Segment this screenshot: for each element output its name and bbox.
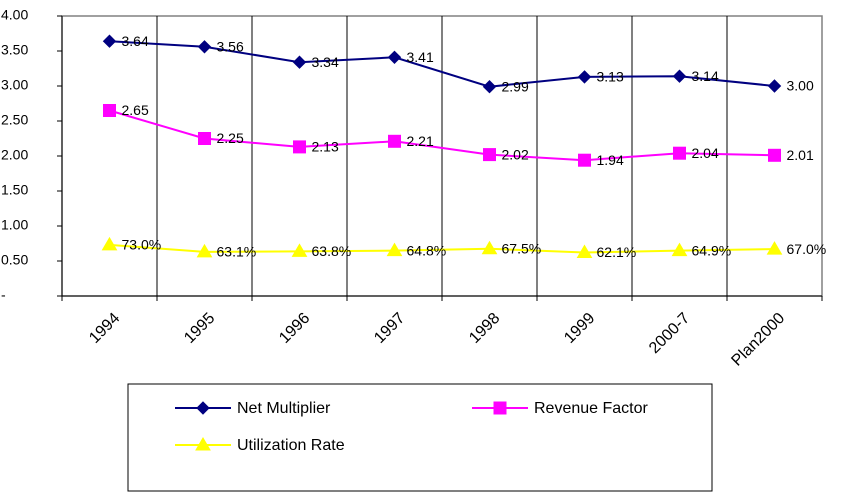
y-tick-label: 3.50 bbox=[1, 42, 28, 58]
x-tick-label: 1995 bbox=[181, 310, 218, 347]
x-tick-label: Plan2000 bbox=[728, 310, 788, 370]
series-line bbox=[109, 243, 775, 254]
marker bbox=[672, 69, 687, 83]
marker bbox=[197, 40, 212, 54]
y-tick-label: 4.00 bbox=[1, 7, 28, 23]
marker bbox=[101, 236, 118, 251]
y-tick-label: 3.00 bbox=[1, 77, 28, 93]
legend bbox=[127, 383, 713, 492]
marker bbox=[386, 242, 403, 257]
y-tick-label: 2.00 bbox=[1, 147, 28, 163]
data-label: 67.5% bbox=[502, 240, 542, 256]
data-label: 62.1% bbox=[597, 244, 637, 260]
y-tick-label: 1.50 bbox=[1, 182, 28, 198]
x-tick-label: 2000-7 bbox=[646, 310, 693, 357]
data-label: 3.34 bbox=[312, 54, 339, 70]
x-tick-label: 1997 bbox=[371, 310, 408, 347]
marker bbox=[671, 242, 688, 257]
data-label: 2.25 bbox=[217, 130, 244, 146]
marker bbox=[577, 70, 592, 84]
marker bbox=[387, 50, 402, 65]
legend-label: Net Multiplier bbox=[237, 400, 331, 417]
x-tick-label: 1998 bbox=[466, 310, 503, 347]
legend-marker bbox=[196, 401, 210, 415]
y-tick-label: 1.00 bbox=[1, 217, 28, 233]
data-label: 3.64 bbox=[122, 33, 149, 49]
marker bbox=[576, 244, 593, 259]
data-label: 2.04 bbox=[692, 145, 719, 161]
legend-marker bbox=[195, 437, 211, 451]
series-line bbox=[109, 109, 775, 162]
marker bbox=[196, 243, 213, 258]
x-tick-label: 1994 bbox=[86, 310, 123, 347]
data-label: 3.56 bbox=[217, 39, 244, 55]
marker bbox=[292, 55, 307, 69]
marker bbox=[673, 146, 686, 160]
marker bbox=[767, 79, 782, 93]
legend-marker bbox=[493, 401, 507, 415]
data-label: 2.02 bbox=[502, 146, 529, 162]
data-label: 64.8% bbox=[407, 242, 447, 258]
marker bbox=[103, 104, 116, 117]
marker bbox=[102, 34, 117, 48]
data-label: 2.01 bbox=[787, 147, 814, 163]
data-label: 2.13 bbox=[312, 139, 339, 155]
data-label: 73.0% bbox=[122, 237, 162, 253]
y-tick-label: 2.50 bbox=[1, 112, 28, 128]
marker bbox=[482, 79, 497, 94]
marker bbox=[198, 132, 211, 145]
marker bbox=[766, 241, 783, 255]
y-tick-label: 0.50 bbox=[1, 252, 28, 268]
data-label: 3.00 bbox=[787, 78, 814, 94]
data-label: 2.21 bbox=[407, 133, 434, 149]
data-label: 63.8% bbox=[312, 243, 352, 259]
data-label: 3.13 bbox=[597, 69, 624, 85]
marker bbox=[388, 134, 401, 148]
marker bbox=[768, 148, 781, 162]
data-label: 2.99 bbox=[502, 78, 529, 94]
data-label: 3.14 bbox=[692, 68, 719, 84]
data-label: 63.1% bbox=[217, 244, 257, 260]
legend-label: Revenue Factor bbox=[534, 400, 649, 417]
x-tick-label: 1999 bbox=[561, 310, 598, 347]
data-label: 64.9% bbox=[692, 242, 732, 258]
data-label: 2.65 bbox=[122, 102, 149, 118]
series-line bbox=[109, 40, 775, 88]
legend-label: Utilization Rate bbox=[237, 437, 345, 454]
marker bbox=[481, 240, 498, 255]
data-label: 3.41 bbox=[407, 49, 434, 65]
marker bbox=[483, 148, 496, 162]
x-tick-label: 1996 bbox=[276, 310, 313, 347]
marker bbox=[291, 243, 308, 257]
data-label: 67.0% bbox=[787, 241, 827, 257]
y-tick-label: - bbox=[1, 287, 6, 303]
marker bbox=[293, 140, 306, 154]
marker bbox=[578, 153, 591, 167]
data-label: 1.94 bbox=[597, 152, 624, 168]
